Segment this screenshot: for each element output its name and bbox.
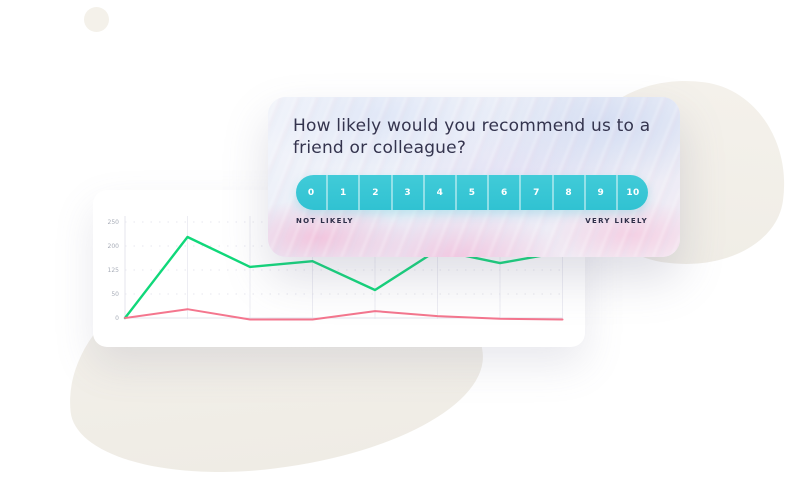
y-axis-tick-label: 125 (108, 267, 120, 274)
y-axis-tick-label: 250 (108, 219, 120, 226)
scale-option-3[interactable]: 3 (393, 175, 425, 210)
decorative-dot-blob (84, 7, 109, 32)
y-axis-tick-label: 200 (108, 243, 120, 250)
y-axis-tick-label: 50 (111, 291, 119, 298)
nps-rating-scale[interactable]: 0 1 2 3 4 5 6 7 8 9 10 (296, 175, 648, 210)
pink-series-line (124, 308, 564, 321)
scale-label-very-likely: VERY LIKELY (585, 217, 648, 225)
scale-option-10[interactable]: 10 (626, 187, 640, 198)
scale-option-4[interactable]: 4 (425, 175, 457, 210)
scale-option-9[interactable]: 9 (586, 175, 618, 210)
scale-label-not-likely: NOT LIKELY (296, 217, 354, 225)
scale-option-8[interactable]: 8 (554, 175, 586, 210)
scale-option-6[interactable]: 6 (489, 175, 522, 210)
green-series-line (123, 235, 564, 320)
scale-option-1[interactable]: 1 (328, 175, 361, 210)
scale-option-2[interactable]: 2 (360, 175, 393, 210)
nps-survey-card: How likely would you recommend us to a f… (268, 97, 680, 257)
y-axis-tick-label: 0 (115, 315, 119, 322)
survey-question: How likely would you recommend us to a f… (293, 116, 651, 158)
scale-option-5[interactable]: 5 (457, 175, 490, 210)
scale-option-7[interactable]: 7 (521, 175, 554, 210)
scale-option-0[interactable]: 0 (296, 175, 329, 210)
